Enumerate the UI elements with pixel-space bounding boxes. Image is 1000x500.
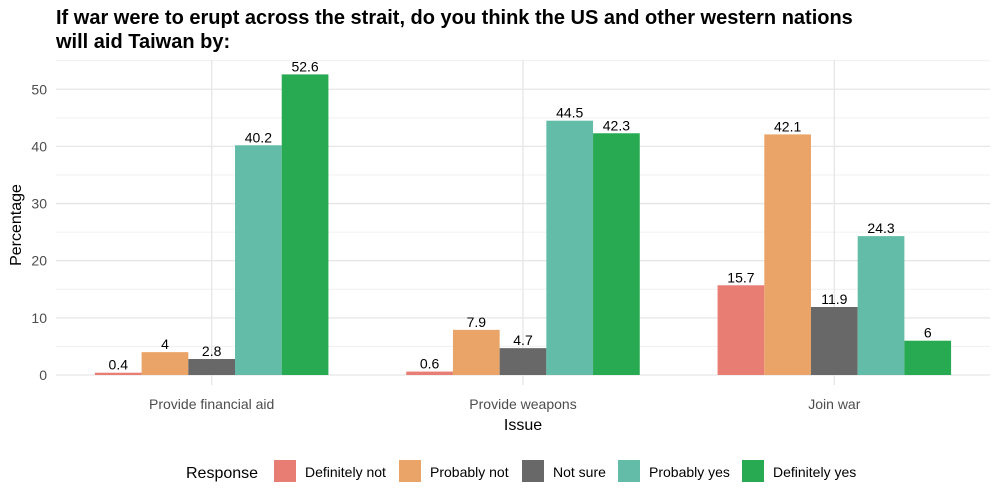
x-axis-title: Issue [504, 417, 542, 434]
legend: Response Definitely not Probably not Not s… [186, 460, 856, 482]
bar [717, 285, 765, 375]
chart-title-line1: If war were to erupt across the strait, … [56, 7, 853, 29]
bar [281, 74, 329, 376]
bar [810, 306, 858, 375]
bar [452, 329, 500, 375]
bar-value-label: 24.3 [867, 220, 894, 236]
bar-value-label: 7.9 [467, 314, 487, 330]
legend-label: Definitely not [305, 464, 386, 480]
bar-value-label: 11.9 [821, 291, 847, 307]
bar-value-label: 52.6 [291, 58, 318, 74]
bar [235, 145, 282, 375]
y-tick-label: 50 [31, 81, 47, 97]
bar-value-label: 15.7 [727, 269, 754, 285]
x-tick-label: Join war [808, 396, 860, 412]
y-tick-label: 10 [31, 310, 47, 326]
y-tick-label: 40 [31, 138, 47, 154]
bar-labels: 0.4 4 2.8 40.2 52.6 0.6 7.9 4.7 44.5 42.3 15.7 42.1… [109, 58, 932, 372]
bar [593, 133, 640, 375]
bar [406, 371, 453, 375]
bar [94, 372, 142, 375]
bar-value-label: 2.8 [202, 343, 222, 359]
bar [188, 358, 236, 375]
chart-title-line2: will aid Taiwan by: [55, 31, 230, 53]
bar [857, 236, 905, 375]
legend-key [742, 460, 764, 482]
bar [764, 134, 811, 375]
legend-key [274, 460, 296, 482]
legend-key [399, 460, 421, 482]
legend-label: Probably not [430, 464, 509, 480]
legend-label: Not sure [553, 464, 606, 480]
legend-label: Definitely yes [773, 464, 856, 480]
bar-value-label: 0.6 [420, 356, 440, 372]
x-tick-label: Provide weapons [469, 396, 576, 412]
bar [904, 340, 952, 375]
bar-value-label: 4.7 [513, 332, 533, 348]
x-axis-ticks: Provide financial aid Provide weapons Join… [149, 396, 861, 412]
bar [499, 348, 547, 375]
legend-key [522, 460, 544, 482]
bar-value-label: 6 [924, 325, 932, 341]
bar [141, 352, 189, 375]
bar-value-label: 4 [161, 336, 169, 352]
legend-label: Probably yes [649, 464, 730, 480]
y-tick-label: 20 [31, 253, 47, 269]
legend-title: Response [186, 465, 258, 482]
grid [56, 60, 990, 385]
bar-value-label: 42.3 [603, 117, 630, 133]
legend-key [618, 460, 640, 482]
y-axis-title: Percentage [8, 184, 25, 266]
y-tick-label: 30 [31, 196, 47, 212]
y-tick-label: 0 [39, 367, 47, 383]
bar [546, 120, 594, 376]
bar-value-label: 0.4 [109, 357, 129, 373]
y-axis-ticks: 0 10 20 30 40 50 [31, 81, 47, 383]
x-tick-label: Provide financial aid [149, 396, 274, 412]
bars [94, 74, 952, 376]
bar-value-label: 40.2 [245, 129, 272, 145]
bar-value-label: 44.5 [556, 105, 583, 121]
bar-value-label: 42.1 [774, 118, 801, 134]
